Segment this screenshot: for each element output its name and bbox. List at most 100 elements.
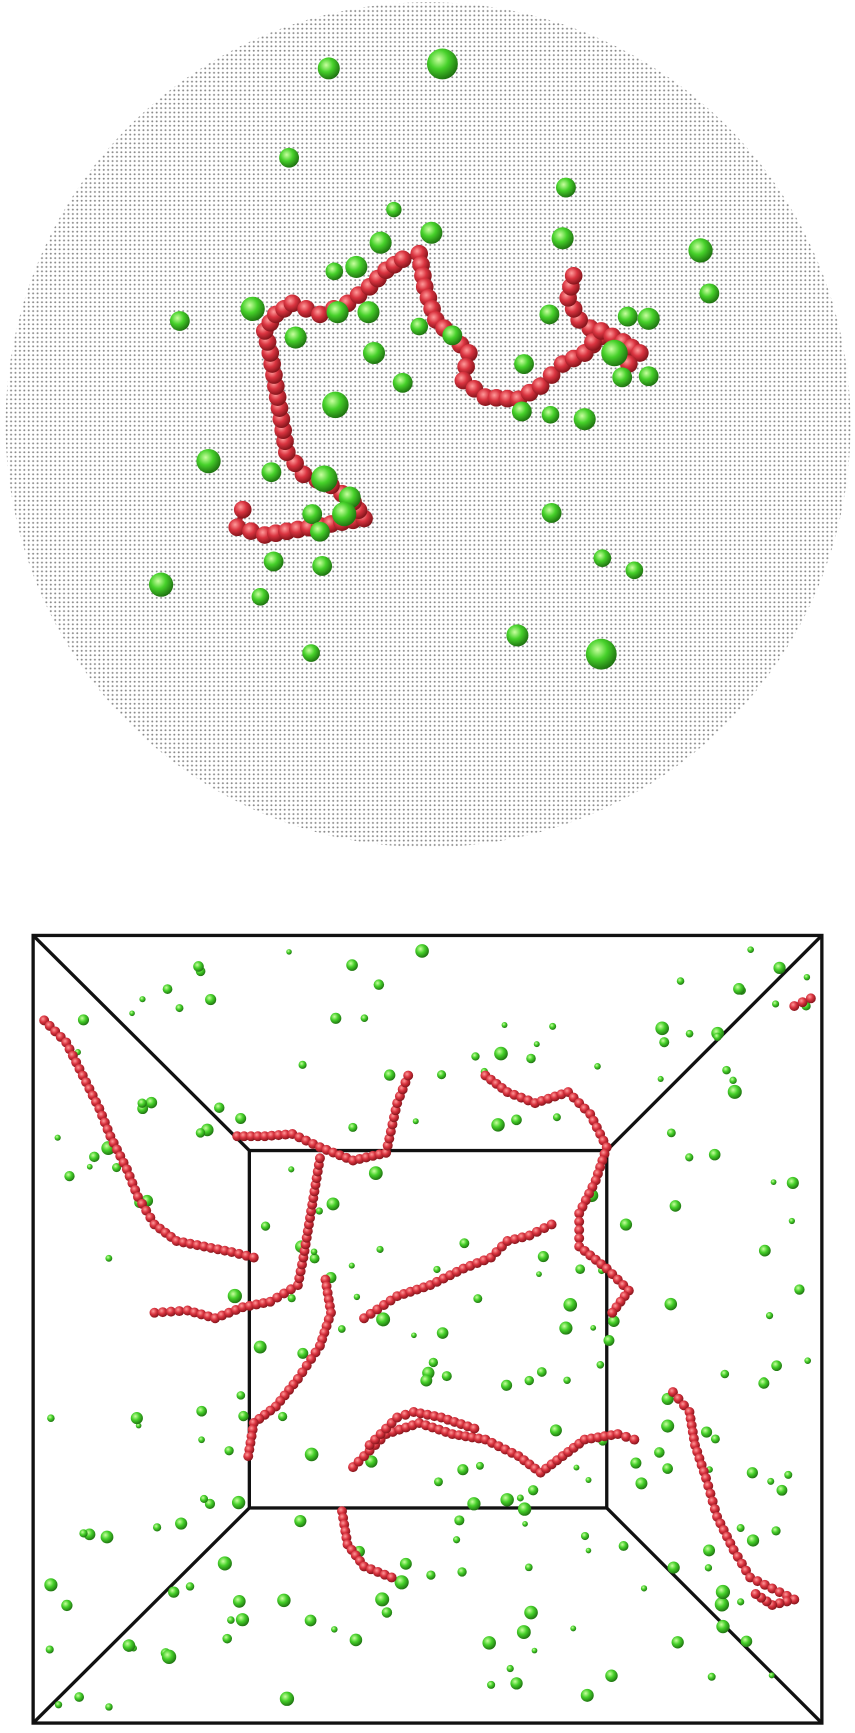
particle [506, 624, 529, 647]
particle [699, 283, 720, 304]
particle [381, 1607, 393, 1618]
particle [304, 1614, 317, 1627]
particle [263, 551, 284, 572]
particle [556, 177, 576, 198]
monomer [314, 1153, 325, 1164]
particle [657, 1075, 664, 1083]
particle [471, 1052, 480, 1061]
particle [516, 1494, 524, 1502]
particle [740, 1635, 753, 1648]
particle [667, 1561, 680, 1574]
monomer [574, 1233, 585, 1244]
particle [348, 1262, 355, 1269]
particle [105, 1703, 113, 1711]
particle [195, 1128, 206, 1138]
particle [494, 1046, 508, 1061]
particle [506, 1664, 514, 1673]
particle [137, 1098, 147, 1108]
particle [746, 1534, 760, 1547]
particle [310, 1248, 318, 1256]
particle [635, 1477, 648, 1490]
particle [315, 1207, 323, 1215]
particle [205, 994, 217, 1006]
box-edge [605, 1506, 824, 1725]
particle [714, 1597, 730, 1612]
particle [655, 1021, 669, 1036]
monomer [679, 1400, 689, 1411]
particle [231, 1495, 246, 1510]
particle [612, 367, 633, 388]
monomer [564, 266, 583, 285]
monomer [797, 997, 808, 1008]
particle [442, 325, 463, 346]
particle [253, 1340, 267, 1354]
monomer [252, 1131, 263, 1142]
particle [362, 341, 386, 365]
particle [459, 1238, 470, 1249]
particle [771, 1360, 782, 1372]
monomer [574, 1208, 585, 1219]
particle [64, 1170, 75, 1182]
bottom-panel [39, 944, 816, 1711]
monomer [524, 1230, 535, 1241]
monomer [607, 1307, 618, 1318]
particle [722, 1065, 731, 1075]
particle [130, 1412, 143, 1425]
particle [573, 1464, 580, 1471]
particle [161, 1649, 177, 1665]
monomer [469, 1423, 480, 1434]
particle [437, 1070, 447, 1080]
particle [580, 1688, 594, 1702]
particle [44, 1578, 58, 1592]
particle [661, 1419, 675, 1433]
particle [788, 1217, 795, 1225]
particle [337, 1325, 346, 1333]
particle [767, 1477, 775, 1485]
particle [86, 1163, 93, 1170]
box-frame [31, 933, 824, 1725]
monomer [242, 522, 260, 540]
monomer [759, 1579, 770, 1590]
particle [500, 1493, 514, 1507]
particle [227, 1288, 242, 1304]
particle [240, 296, 265, 322]
particle [373, 979, 385, 990]
particle [516, 1625, 531, 1640]
monomer [539, 1223, 550, 1234]
box-edge [605, 934, 824, 1152]
particle [369, 231, 392, 254]
particle [522, 1521, 528, 1527]
monomer [297, 300, 315, 318]
monomer [612, 1429, 623, 1440]
particle [514, 354, 534, 374]
particle [573, 408, 596, 431]
particle [685, 1153, 694, 1162]
particle [148, 572, 174, 597]
particle [236, 1391, 246, 1400]
particle [47, 1414, 55, 1422]
particle [608, 1315, 620, 1327]
particle [383, 1069, 396, 1081]
particle [77, 1014, 90, 1026]
particle [669, 1200, 682, 1212]
particle [368, 1166, 383, 1181]
particle [524, 1375, 534, 1386]
particle [145, 1096, 158, 1109]
particle [420, 221, 443, 244]
particle [433, 1265, 441, 1274]
monomer [233, 500, 252, 519]
monomer [311, 305, 329, 324]
particle [135, 1422, 142, 1429]
particle [89, 1151, 100, 1163]
monomer [667, 1387, 678, 1398]
particle [559, 1321, 573, 1335]
particle [770, 1179, 777, 1185]
particle [294, 1515, 307, 1528]
monomer [232, 1131, 243, 1142]
particle [139, 996, 146, 1003]
particle [298, 1060, 307, 1069]
particle [45, 1645, 54, 1654]
monomer [283, 294, 302, 313]
particle [601, 339, 628, 367]
particle [618, 1541, 629, 1551]
